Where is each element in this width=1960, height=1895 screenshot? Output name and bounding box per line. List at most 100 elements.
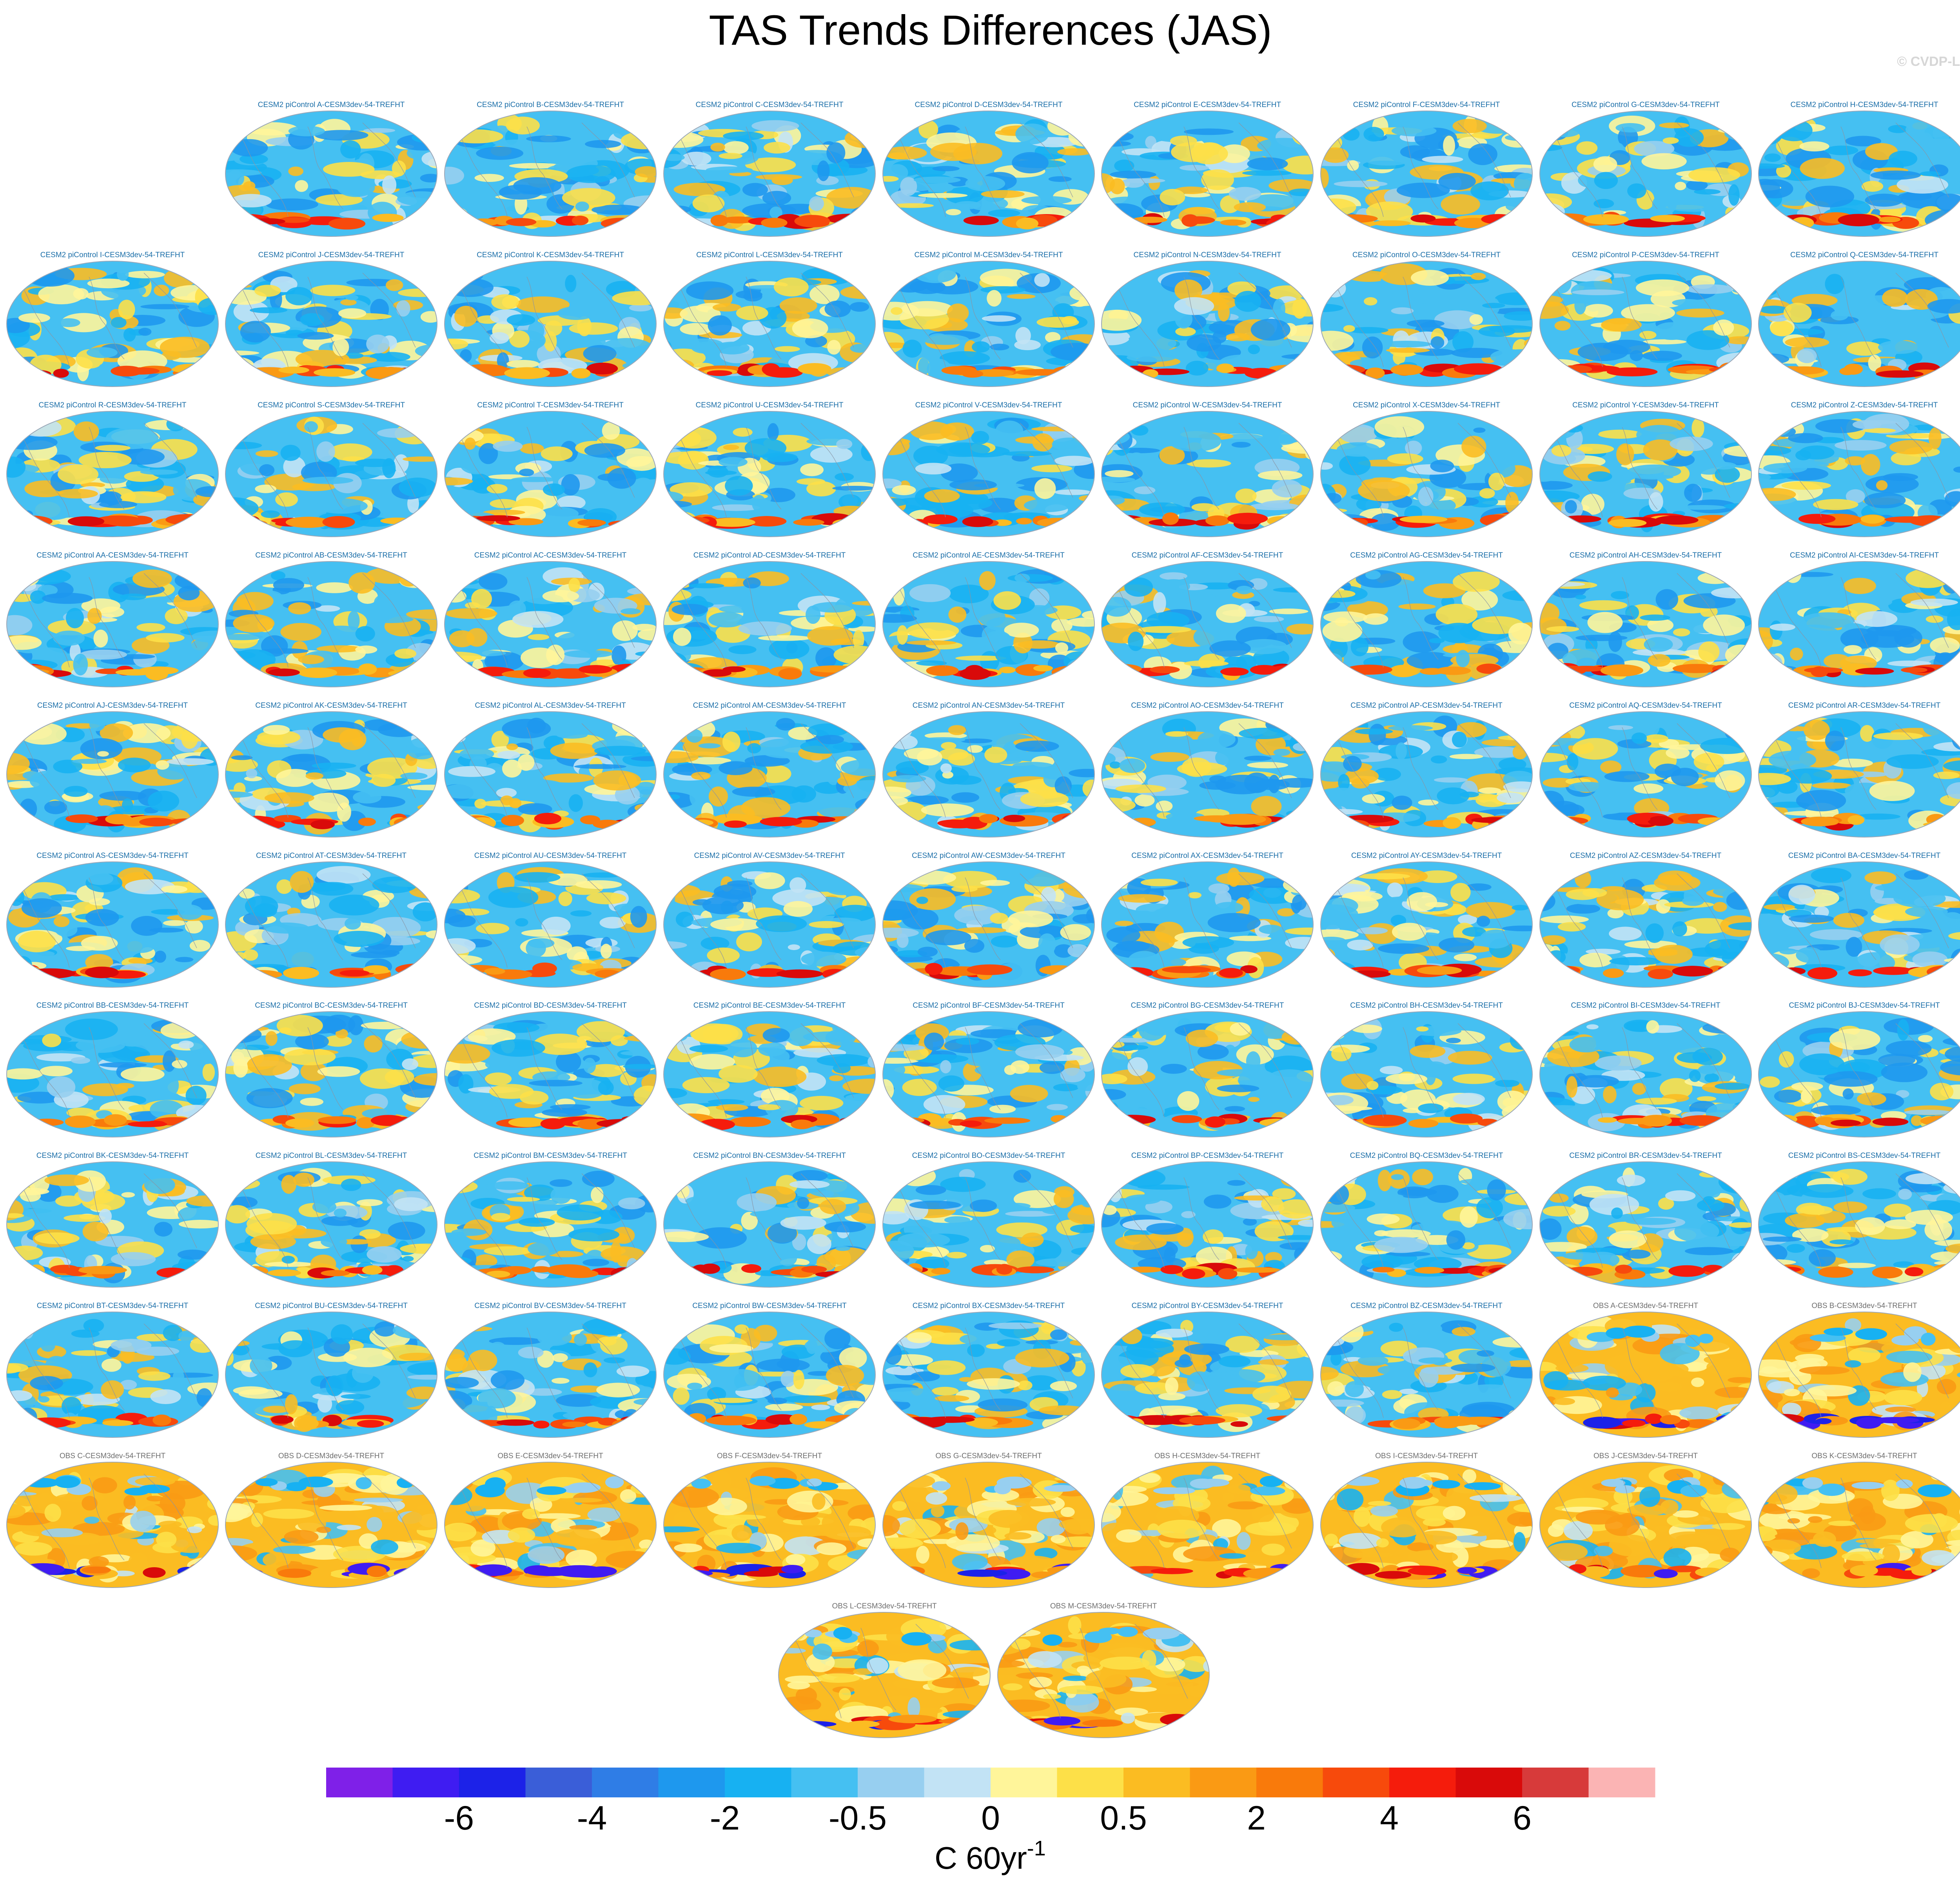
field-anomaly bbox=[33, 500, 74, 520]
field-anomaly bbox=[1519, 205, 1532, 220]
field-anomaly bbox=[1645, 923, 1664, 943]
map-outline bbox=[663, 861, 876, 988]
field-anomaly bbox=[1287, 419, 1313, 435]
field-anomaly bbox=[638, 957, 656, 969]
southern-band bbox=[469, 817, 496, 830]
field-anomaly bbox=[99, 363, 115, 369]
field-anomaly bbox=[399, 213, 437, 227]
field-anomaly bbox=[1456, 650, 1470, 667]
field-anomaly bbox=[1193, 627, 1223, 648]
coastline bbox=[1677, 723, 1730, 798]
field-anomaly bbox=[128, 957, 153, 964]
field-anomaly bbox=[1845, 136, 1882, 147]
field-anomaly bbox=[1031, 465, 1073, 472]
field-anomaly bbox=[1724, 125, 1751, 142]
coastline bbox=[460, 587, 508, 668]
coastline bbox=[1238, 273, 1292, 348]
field-anomaly bbox=[916, 896, 928, 904]
panel-title: CESM2 piControl G-CESM3dev-54-TREFHT bbox=[1572, 101, 1720, 109]
field-anomaly bbox=[1013, 632, 1033, 654]
map-panel: CESM2 piControl AM-CESM3dev-54-TREFHT bbox=[663, 701, 876, 838]
field-anomaly bbox=[1869, 781, 1915, 801]
field-anomaly bbox=[127, 939, 155, 953]
coastline bbox=[746, 427, 782, 510]
field-anomaly bbox=[377, 722, 421, 737]
map-field bbox=[445, 411, 656, 537]
field-anomaly bbox=[824, 300, 851, 318]
southern-band bbox=[540, 1118, 566, 1130]
field-anomaly bbox=[616, 448, 653, 467]
field-anomaly bbox=[1482, 303, 1505, 308]
coastline bbox=[143, 873, 197, 948]
field-anomaly bbox=[1609, 478, 1631, 485]
field-anomaly bbox=[1886, 754, 1939, 769]
field-anomaly bbox=[160, 1022, 200, 1039]
coastlines bbox=[898, 723, 1073, 818]
coastlines bbox=[679, 423, 854, 518]
coastline bbox=[89, 877, 125, 960]
field-anomaly bbox=[1670, 436, 1713, 451]
map-panel: CESM2 piControl BE-CESM3dev-54-TREFHT bbox=[663, 1001, 876, 1137]
field-anomaly bbox=[1229, 187, 1261, 201]
southern-band bbox=[1205, 515, 1230, 526]
field-anomaly bbox=[1759, 355, 1773, 362]
southern-band bbox=[670, 969, 692, 980]
coastlines bbox=[241, 273, 416, 367]
field-anomaly bbox=[1169, 430, 1221, 452]
southern-band bbox=[721, 216, 756, 223]
field-anomaly bbox=[1365, 154, 1411, 166]
field-anomaly bbox=[1461, 436, 1486, 458]
field-anomaly bbox=[1366, 201, 1413, 222]
field-anomaly bbox=[1259, 925, 1283, 934]
field-anomaly bbox=[1481, 739, 1528, 747]
map-outline bbox=[1539, 561, 1752, 687]
field-anomaly bbox=[1647, 618, 1674, 632]
southern-band bbox=[608, 520, 641, 528]
coastline bbox=[1555, 887, 1603, 968]
coastline bbox=[307, 126, 343, 209]
field-anomaly bbox=[1124, 577, 1153, 597]
field-anomaly bbox=[1157, 579, 1190, 594]
field-anomaly bbox=[263, 922, 309, 934]
field-anomaly bbox=[116, 1032, 148, 1047]
field-anomaly bbox=[814, 576, 853, 589]
field-anomaly bbox=[1321, 799, 1342, 819]
field-anomaly bbox=[1438, 173, 1476, 190]
field-anomaly bbox=[1184, 660, 1229, 667]
field-anomaly bbox=[634, 510, 656, 521]
field-anomaly bbox=[1169, 116, 1187, 134]
field-anomaly bbox=[909, 888, 956, 910]
coastlines bbox=[1774, 723, 1949, 818]
field-anomaly bbox=[1418, 870, 1457, 883]
field-anomaly bbox=[1321, 904, 1358, 923]
coastline bbox=[362, 273, 416, 348]
field-anomaly bbox=[7, 635, 42, 650]
map-field bbox=[883, 561, 1094, 687]
field-anomaly bbox=[806, 481, 836, 497]
southern-band bbox=[810, 665, 858, 673]
coastline bbox=[1238, 573, 1292, 648]
field-anomaly bbox=[407, 785, 437, 790]
field-anomaly bbox=[518, 803, 552, 815]
field-anomaly bbox=[417, 269, 437, 280]
southern-band bbox=[523, 668, 551, 678]
coastline bbox=[1774, 286, 1822, 367]
coastline bbox=[241, 436, 289, 518]
field-anomaly bbox=[915, 463, 952, 475]
field-anomaly bbox=[361, 1021, 409, 1030]
field-anomaly bbox=[673, 628, 691, 646]
panel-title: CESM2 piControl AE-CESM3dev-54-TREFHT bbox=[913, 551, 1065, 560]
field-anomaly bbox=[1906, 569, 1950, 588]
field-anomaly bbox=[1468, 143, 1497, 165]
field-anomaly bbox=[1801, 612, 1855, 629]
field-anomaly bbox=[30, 590, 46, 604]
panel-title: CESM2 piControl P-CESM3dev-54-TREFHT bbox=[1572, 251, 1719, 259]
map-field bbox=[883, 261, 1094, 387]
field-anomaly bbox=[747, 743, 761, 754]
field-anomaly bbox=[1323, 279, 1346, 298]
map-outline bbox=[225, 1011, 437, 1137]
field-anomaly bbox=[1226, 333, 1250, 342]
coastline bbox=[1117, 737, 1165, 818]
coastline bbox=[1840, 427, 1877, 510]
southern-band bbox=[798, 363, 831, 374]
